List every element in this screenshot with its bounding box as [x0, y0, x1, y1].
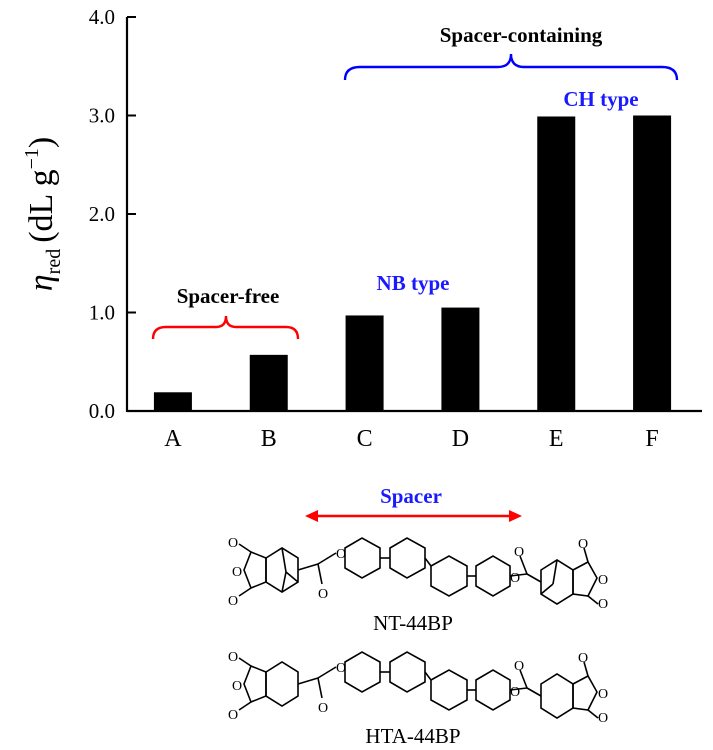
- spacer-free-bracket: [151, 315, 300, 340]
- bar-d: [441, 307, 480, 411]
- svg-text:O: O: [228, 536, 238, 551]
- nt-44bp-structure: [238, 537, 599, 605]
- svg-text:O: O: [578, 651, 588, 666]
- y-ticks: 0.0 1.0 2.0 3.0 4.0: [89, 5, 136, 423]
- svg-text:O: O: [598, 711, 608, 726]
- svg-text:O: O: [598, 687, 608, 702]
- hta-44bp-atoms: O O O O O O O O O O: [228, 650, 608, 726]
- x-tick-label: A: [164, 426, 182, 452]
- bar-f: [633, 115, 672, 411]
- x-tick-label: F: [645, 426, 658, 452]
- y-tick-label: 3.0: [89, 104, 115, 128]
- chart-axes: [125, 17, 702, 413]
- bar-e: [537, 116, 576, 412]
- x-tick-label: B: [261, 426, 277, 452]
- nb-type-label: NB type: [377, 271, 450, 295]
- nt-44bp-atoms: O O O O O O O O O O: [228, 536, 608, 612]
- y-axis-title-close: ): [23, 137, 60, 148]
- svg-text:O: O: [318, 587, 328, 602]
- spacer-arrow: [305, 510, 522, 522]
- x-tick-labels: A B C D E F: [164, 426, 659, 452]
- y-axis-title-eta: η: [23, 274, 60, 291]
- nt-44bp-name: NT-44BP: [373, 611, 453, 635]
- y-tick-label: 1.0: [89, 301, 115, 325]
- svg-text:O: O: [318, 701, 328, 716]
- ch-type-label: CH type: [563, 87, 638, 111]
- x-tick-label: D: [452, 426, 469, 452]
- y-axis-title-sup: −1: [21, 148, 43, 169]
- x-tick-label: E: [549, 426, 564, 452]
- bar-b: [249, 354, 288, 411]
- svg-text:O: O: [228, 708, 238, 723]
- y-axis-title-sub: red: [43, 249, 65, 275]
- bar-a: [153, 392, 192, 411]
- y-axis-title-unit: (dL g: [23, 169, 60, 242]
- spacer-free-label: Spacer-free: [177, 284, 280, 308]
- spacer-label: Spacer: [380, 484, 442, 508]
- hta-44bp-name: HTA-44BP: [365, 724, 460, 748]
- y-axis-title: ηred (dL g−1): [21, 137, 65, 291]
- bar-c: [345, 315, 384, 411]
- spacer-containing-label: Spacer-containing: [440, 23, 603, 47]
- svg-text:O: O: [598, 597, 608, 612]
- svg-text:O: O: [510, 571, 520, 586]
- spacer-containing-bracket: [343, 53, 679, 81]
- x-tick-label: C: [357, 426, 373, 452]
- svg-text:O: O: [336, 547, 346, 562]
- bars: [153, 115, 672, 412]
- svg-text:O: O: [228, 594, 238, 609]
- svg-text:O: O: [336, 661, 346, 676]
- y-tick-label: 0.0: [89, 399, 115, 423]
- svg-text:O: O: [228, 650, 238, 665]
- y-tick-label: 4.0: [89, 5, 115, 29]
- svg-text:ηred(dL g−1): ηred (dL g−1): [21, 137, 65, 291]
- svg-text:O: O: [514, 659, 524, 674]
- svg-text:O: O: [232, 679, 242, 694]
- svg-text:O: O: [578, 537, 588, 552]
- hta-44bp-structure: [238, 651, 599, 719]
- svg-text:O: O: [598, 573, 608, 588]
- svg-text:O: O: [232, 565, 242, 580]
- y-tick-label: 2.0: [89, 202, 115, 226]
- svg-text:O: O: [510, 685, 520, 700]
- svg-text:O: O: [514, 545, 524, 560]
